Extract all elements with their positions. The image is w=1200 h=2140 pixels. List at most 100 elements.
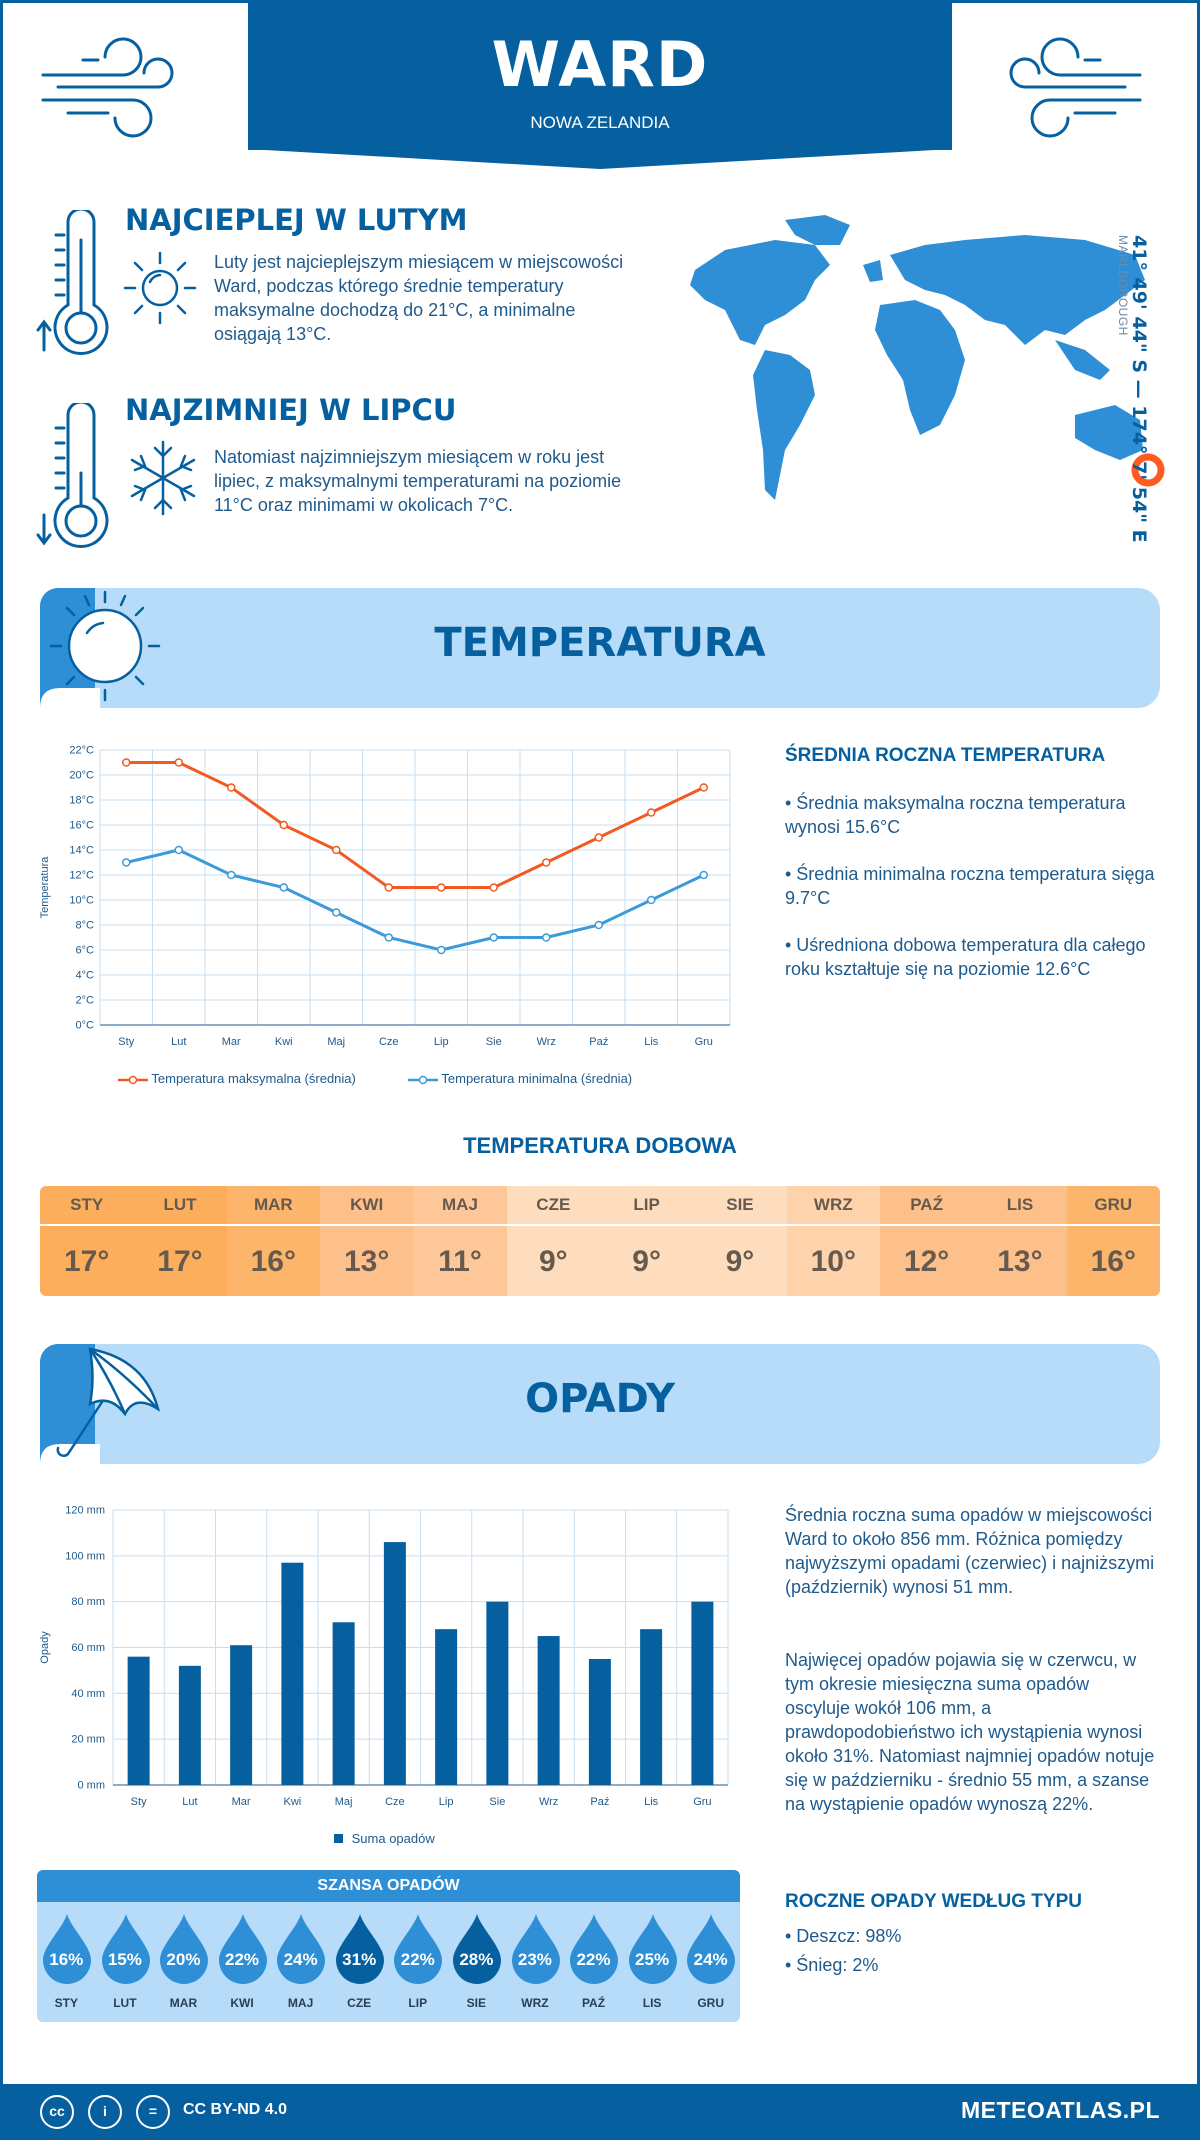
- daily-temp-cell: SIE 9°: [693, 1186, 787, 1296]
- site-link[interactable]: METEOATLAS.PL: [960, 2097, 1160, 2123]
- temp-ytick-label: 14°C: [69, 845, 94, 857]
- daily-temp-cell: STY 17°: [40, 1186, 134, 1296]
- temp-ytick-label: 10°C: [69, 895, 94, 907]
- temp-ytick-label: 4°C: [76, 970, 95, 982]
- rain-chance-value: 28%: [459, 1950, 494, 1969]
- temp-ytick-label: 20°C: [69, 770, 94, 782]
- temp-ytick-label: 18°C: [69, 795, 94, 807]
- temp-max-point: [489, 883, 498, 892]
- thermometer-cold-icon: [36, 403, 109, 548]
- rain-chance-panel: SZANSA OPADÓW 16% STY 15% LUT 20% MAR 22% KWI 24…: [37, 1870, 740, 2022]
- temp-legend-max: Temperatura maksymalna (średnia): [118, 1071, 356, 1086]
- rain-chance-cell: 31% CZE: [330, 1910, 389, 2020]
- rain-chance-month: LUT: [113, 1996, 137, 2010]
- temp-min-point: [122, 858, 131, 867]
- rain-chance-value: 23%: [517, 1950, 552, 1969]
- daily-temp-cell: LIP 9°: [599, 1186, 694, 1296]
- daily-temp-month: STY: [70, 1195, 104, 1214]
- daily-temp-value: 12°: [879, 1224, 974, 1296]
- world-map: [690, 215, 1165, 500]
- warmest-text: Luty jest najcieplejszym miesiącem w mie…: [214, 252, 624, 344]
- annual-temp-title: ŚREDNIA ROCZNA TEMPERATURA: [785, 745, 1106, 766]
- temp-ytick-label: 22°C: [69, 745, 94, 757]
- temp-xtick-label: Wrz: [537, 1036, 556, 1048]
- rain-chance-cell: 15% LUT: [96, 1910, 155, 2020]
- rain-bar: [486, 1601, 509, 1785]
- daily-temp-cell: KWI 13°: [319, 1186, 414, 1296]
- legend-rain-label: Suma opadów: [351, 1831, 435, 1846]
- rain-chance-value: 24%: [283, 1950, 318, 1969]
- daily-temp-month: LIS: [1006, 1195, 1034, 1214]
- temp-min-point: [594, 920, 603, 930]
- temp-ytick-label: 8°C: [76, 920, 95, 932]
- rain-chance-cell: 24% GRU: [681, 1910, 740, 2020]
- raindrop-icon: [218, 1914, 267, 1984]
- temp-max-point: [594, 833, 603, 842]
- temp-ytick-label: 16°C: [69, 820, 94, 832]
- wind-icon-right: [1009, 37, 1142, 138]
- raindrop-icon: [160, 1914, 209, 1984]
- precip-type-snow: • Śnieg: 2%: [785, 1955, 879, 1975]
- rain-chance-cell: 22% LIP: [388, 1910, 447, 2020]
- sun-icon: [123, 251, 197, 325]
- raindrop-icon: [687, 1914, 736, 1984]
- rain-y-axis-label: Opady: [39, 1631, 51, 1664]
- daily-temp-month: MAR: [253, 1195, 293, 1214]
- rain-chance-month: PAŹ: [581, 1996, 606, 2010]
- rain-chance-month: MAJ: [287, 1996, 314, 2010]
- daily-temp-month: WRZ: [813, 1195, 853, 1214]
- region-name: MARLBOROUGH: [1116, 235, 1130, 336]
- rain-xtick-label: Lut: [182, 1796, 197, 1808]
- rain-bar: [640, 1629, 663, 1785]
- temp-min-point: [699, 870, 708, 880]
- daily-temp-cell: PAŹ 12°: [879, 1186, 974, 1296]
- rain-xtick-label: Maj: [335, 1796, 353, 1808]
- temp-xtick-label: Lut: [171, 1036, 186, 1048]
- rain-chance-cell: 25% LIS: [623, 1910, 682, 2020]
- attribution-icon: i: [88, 2095, 122, 2129]
- daily-temp-month: SIE: [726, 1195, 754, 1214]
- location-marker: [1131, 453, 1165, 487]
- temp-max-point: [332, 845, 341, 855]
- rain-chance-cell: 20% MAR: [154, 1910, 213, 2020]
- daily-temp-value: 17°: [133, 1224, 227, 1296]
- rain-chance-value: 16%: [49, 1950, 84, 1969]
- page-subtitle: NOWA ZELANDIA: [530, 113, 670, 132]
- rain-bar: [178, 1665, 201, 1785]
- daily-temp-value: 10°: [786, 1224, 880, 1296]
- page-title: WARD: [491, 28, 709, 101]
- legend-min-label: Temperatura minimalna (średnia): [441, 1071, 633, 1086]
- rain-xtick-label: Lip: [439, 1796, 454, 1808]
- rain-chance-value: 22%: [576, 1950, 611, 1969]
- daily-temp-cell: MAR 16°: [226, 1186, 320, 1296]
- title-banner: [248, 0, 952, 150]
- rain-xtick-label: Lis: [644, 1796, 659, 1808]
- rain-chance-month: KWI: [230, 1996, 254, 2010]
- temp-ytick-label: 0°C: [76, 1020, 95, 1032]
- temp-max-point: [542, 858, 551, 867]
- raindrop-icon: [277, 1914, 326, 1984]
- legend-max-label: Temperatura maksymalna (średnia): [151, 1071, 356, 1086]
- precip-section-header: OPADY: [40, 1344, 1160, 1464]
- rain-chance-month: WRZ: [521, 1996, 549, 2010]
- rain-chance-value: 22%: [400, 1950, 435, 1969]
- daily-temp-table: STY 17° LUT 17° MAR 16° KWI 13° MAJ 11° CZE 9° LIP 9°…: [40, 1186, 1160, 1296]
- temp-min-line: [125, 848, 705, 952]
- rain-chance-value: 31%: [342, 1950, 377, 1969]
- daily-temp-month: KWI: [350, 1195, 384, 1214]
- rain-bar: [383, 1542, 406, 1785]
- raindrop-icon: [101, 1914, 150, 1984]
- daily-temp-cell: MAJ 11°: [413, 1186, 507, 1296]
- annual-temp-bullet-2: • Średnia minimalna roczna temperatura s…: [785, 864, 1155, 908]
- rain-bar: [230, 1645, 253, 1785]
- temp-xtick-label: Sty: [118, 1036, 134, 1048]
- footer-bar: [0, 2084, 1200, 2140]
- wind-icon-left: [41, 37, 174, 138]
- rain-ytick-label: 0 mm: [78, 1780, 106, 1792]
- coldest-text: Natomiast najzimniejszym miesiącem w rok…: [214, 447, 622, 515]
- rain-chance-month: MAR: [169, 1996, 198, 2010]
- daily-temp-value: 17°: [40, 1224, 134, 1296]
- rain-xtick-label: Sty: [131, 1796, 147, 1808]
- rain-bar: [691, 1601, 714, 1785]
- temp-xtick-label: Cze: [379, 1036, 399, 1048]
